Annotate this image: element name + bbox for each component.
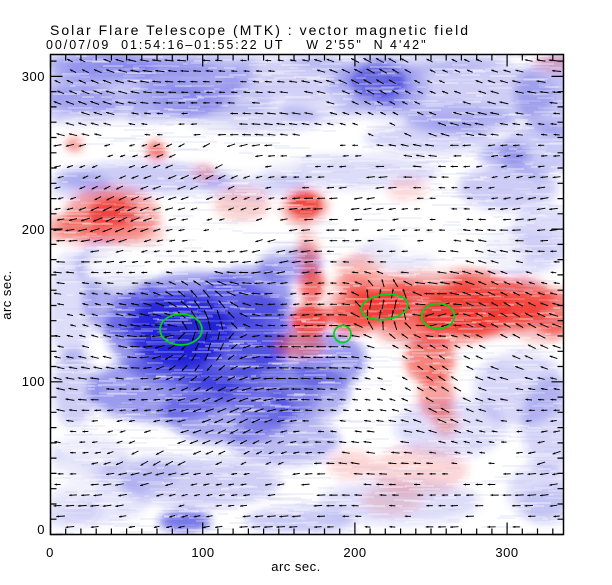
svg-text:Solar Flare Telescope (MTK) :: Solar Flare Telescope (MTK) : vector mag…: [50, 22, 470, 38]
svg-text:arc sec.: arc sec.: [0, 270, 14, 320]
svg-text:0: 0: [37, 522, 45, 537]
svg-text:200: 200: [343, 545, 366, 560]
svg-text:200: 200: [22, 222, 45, 237]
svg-text:300: 300: [22, 69, 45, 84]
svg-text:300: 300: [495, 545, 518, 560]
svg-text:100: 100: [22, 374, 45, 389]
svg-text:100: 100: [191, 545, 214, 560]
svg-text:arc sec.: arc sec.: [271, 559, 321, 574]
svg-text:0: 0: [46, 545, 54, 560]
svg-text:00/07/09 01:54:16–01:55:22 UT: 00/07/09 01:54:16–01:55:22 UT W 2'55" N …: [46, 38, 427, 52]
